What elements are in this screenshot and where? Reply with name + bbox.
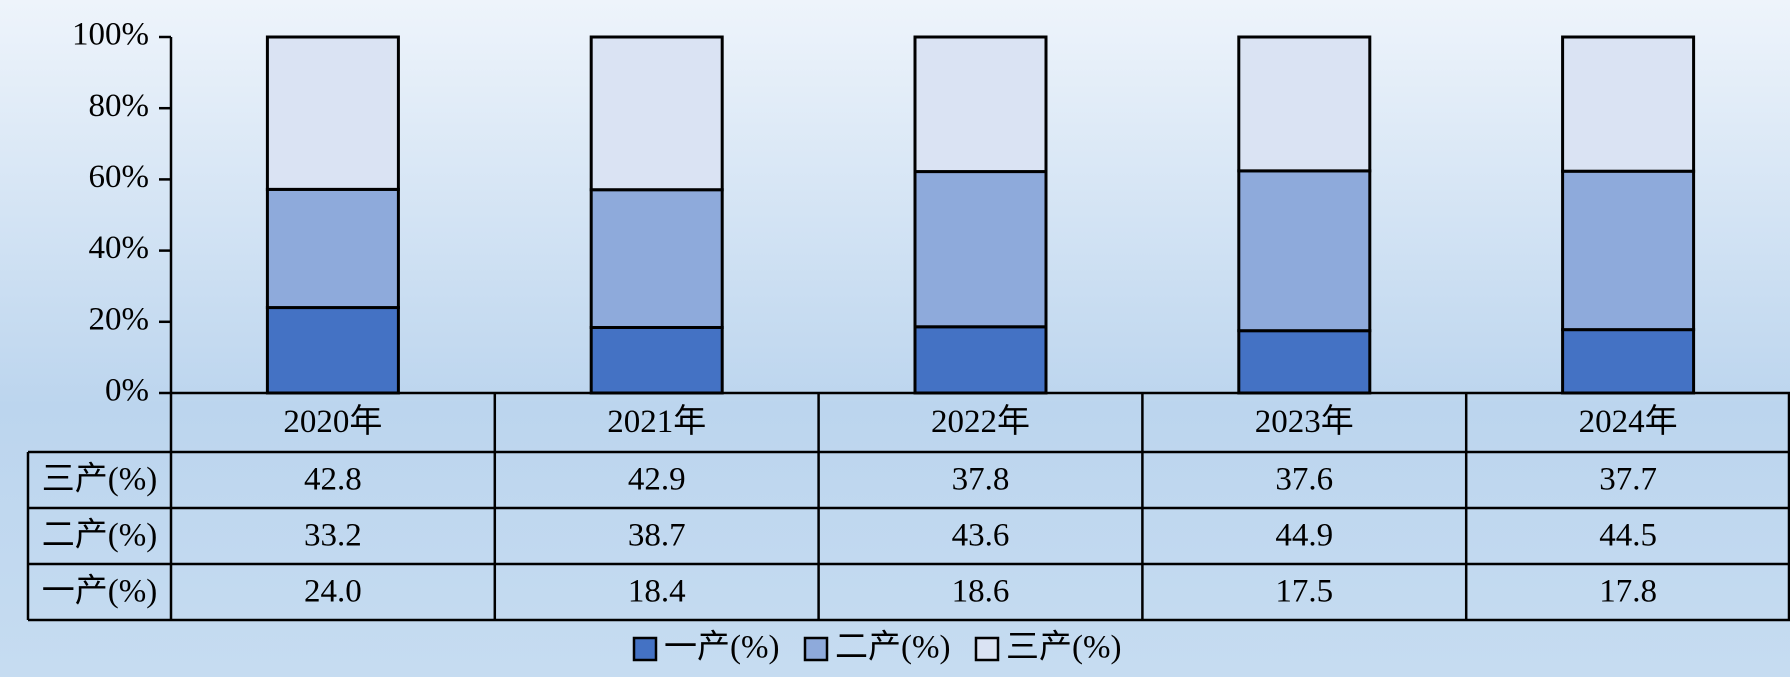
bar-segment	[1561, 169, 1696, 332]
table-value: 37.7	[1599, 462, 1657, 498]
bar-segment	[1561, 328, 1696, 395]
bar-segment	[265, 35, 400, 191]
bar-segment	[589, 35, 724, 192]
x-tick-label: 2020年	[283, 403, 382, 440]
legend-label: 三产(%)	[1006, 629, 1121, 666]
table-value: 18.4	[628, 574, 686, 610]
row-header: 三产(%)	[42, 461, 157, 498]
bar-segment	[913, 170, 1048, 329]
bar-segment	[1237, 169, 1372, 333]
bar-segment	[913, 35, 1048, 174]
table-value: 18.6	[952, 574, 1010, 610]
bar-segment	[913, 325, 1048, 395]
x-tick-label: 2021年	[607, 403, 706, 440]
bar-segment	[589, 325, 724, 395]
table-value: 33.2	[304, 518, 362, 554]
table-value: 42.9	[628, 462, 686, 498]
table-value: 43.6	[952, 518, 1010, 554]
bar-segment	[265, 306, 400, 395]
y-tick-label: 100%	[72, 17, 149, 53]
y-tick-label: 80%	[89, 88, 150, 124]
legend-label: 二产(%)	[835, 629, 950, 666]
legend-swatch	[974, 636, 1000, 662]
row-header: 一产(%)	[42, 573, 157, 610]
y-tick-label: 60%	[89, 159, 150, 195]
y-tick-label: 0%	[105, 373, 149, 409]
x-tick-label: 2022年	[931, 403, 1030, 440]
table-value: 17.5	[1275, 574, 1333, 610]
table-value: 37.8	[952, 462, 1010, 498]
table-value: 17.8	[1599, 574, 1657, 610]
bar-segment	[589, 188, 724, 329]
legend-label: 一产(%)	[664, 629, 779, 666]
row-header: 二产(%)	[42, 517, 157, 554]
table-value: 44.9	[1275, 518, 1333, 554]
legend-swatch	[803, 636, 829, 662]
y-tick-label: 20%	[89, 301, 150, 337]
table-value: 38.7	[628, 518, 686, 554]
table-value: 44.5	[1599, 518, 1657, 554]
table-value: 37.6	[1275, 462, 1333, 498]
legend-swatch	[632, 636, 658, 662]
bar-segment	[1237, 329, 1372, 395]
bar-segment	[1561, 35, 1696, 173]
table-value: 24.0	[304, 574, 362, 610]
table-value: 42.8	[304, 462, 362, 498]
x-tick-label: 2024年	[1579, 403, 1678, 440]
y-tick-label: 40%	[89, 230, 150, 266]
bar-segment	[1237, 35, 1372, 173]
bar-segment	[265, 187, 400, 310]
x-tick-label: 2023年	[1255, 403, 1354, 440]
